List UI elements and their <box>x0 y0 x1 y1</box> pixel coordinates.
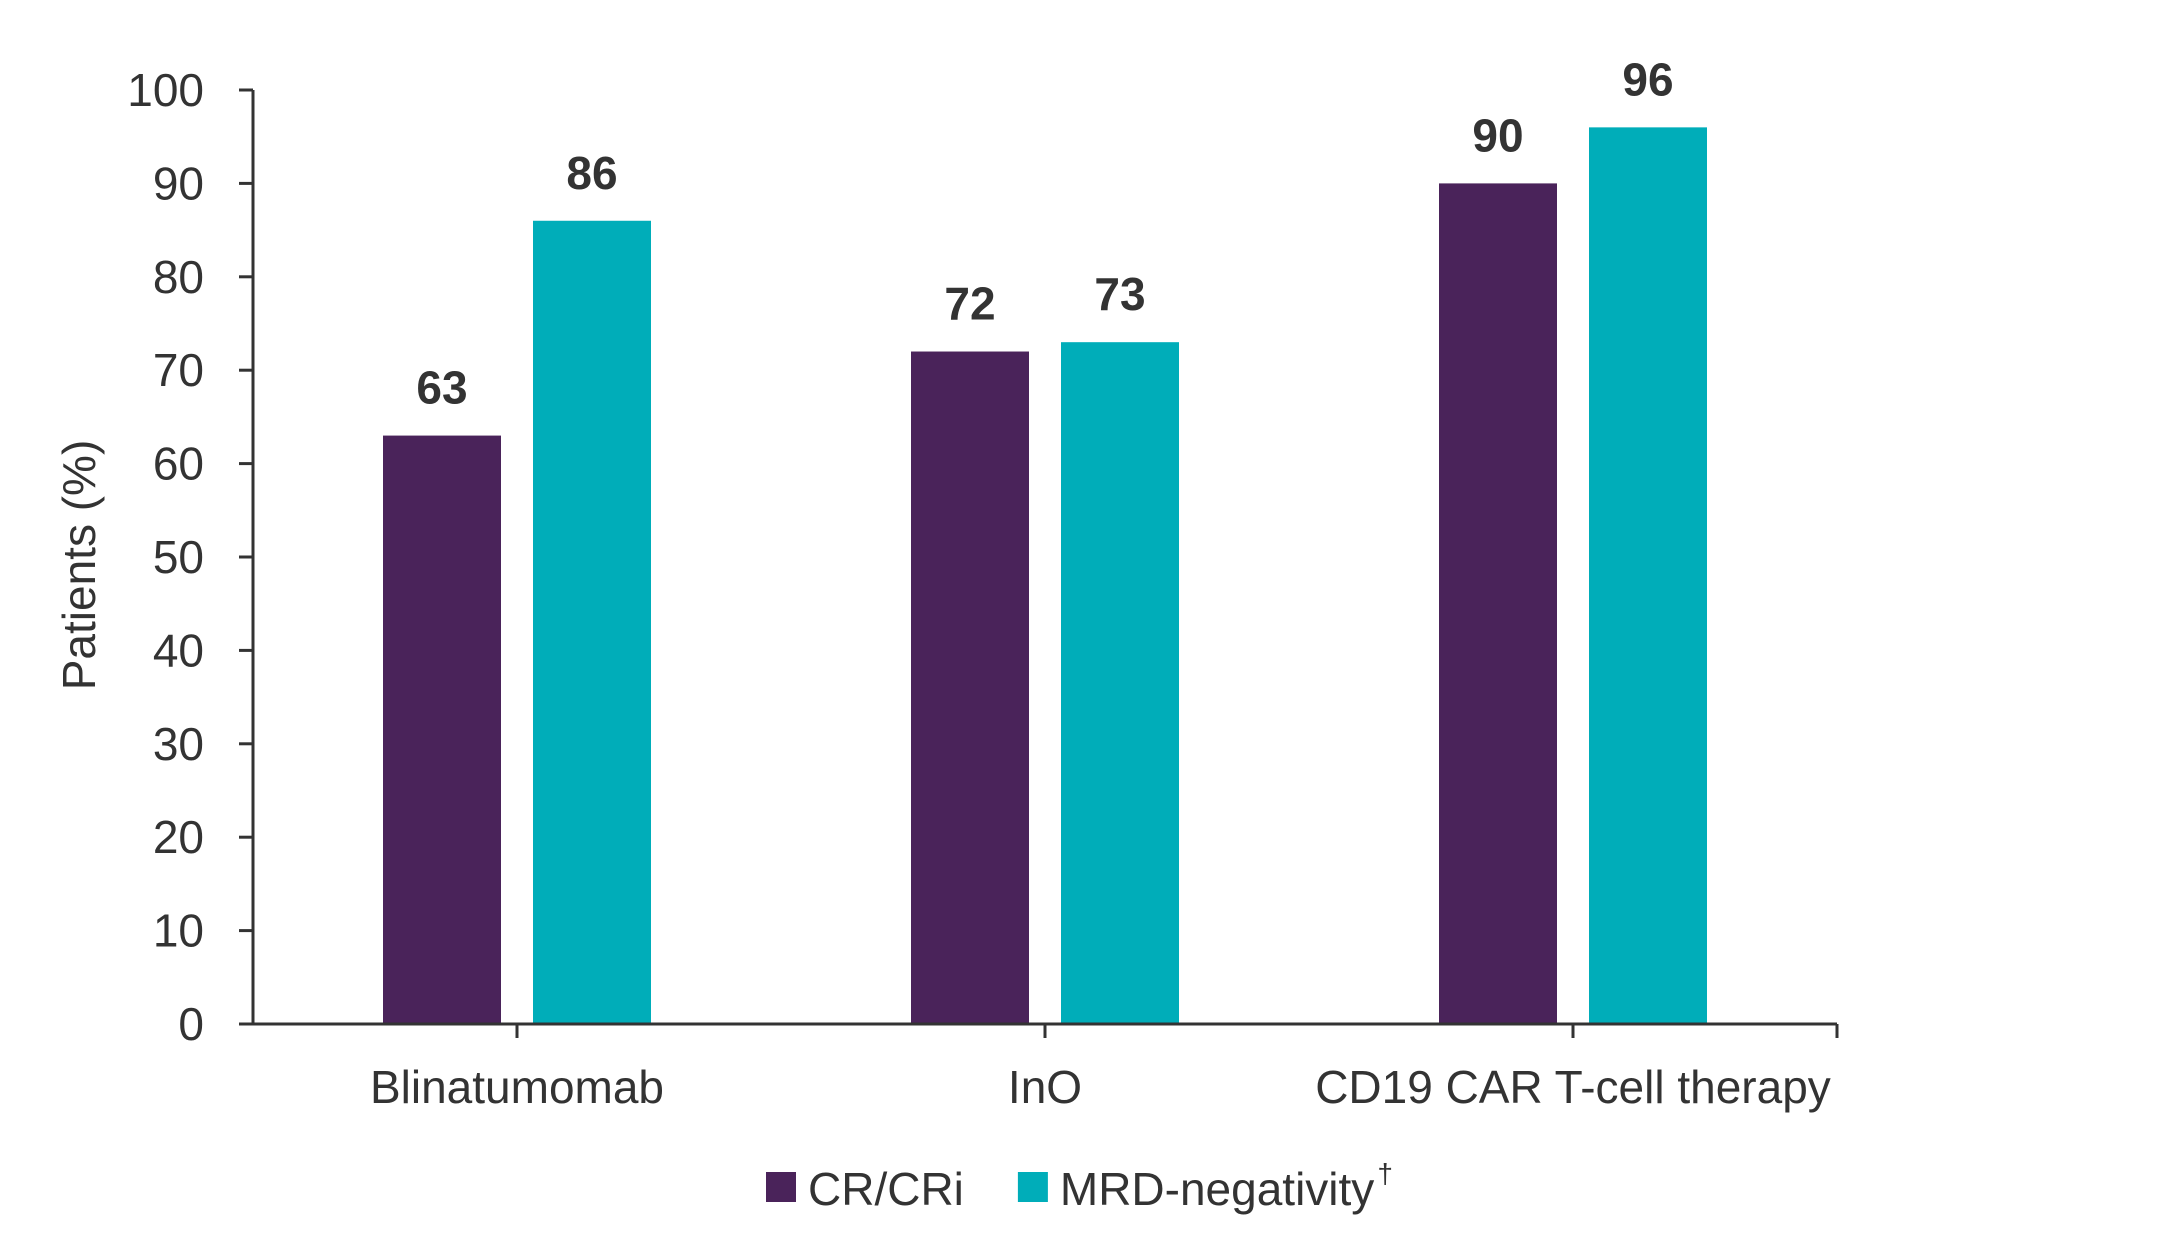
x-axis-ticks <box>515 1024 1839 1038</box>
data-label: 90 <box>1472 109 1523 161</box>
y-tick-label: 80 <box>153 251 204 303</box>
bar-cr-cri <box>1439 183 1557 1024</box>
y-tick-label: 40 <box>153 624 204 676</box>
y-tick-label: 90 <box>153 157 204 209</box>
data-label: 86 <box>566 147 617 199</box>
category-label: Blinatumomab <box>370 1061 664 1113</box>
legend-label: MRD-negativity <box>1060 1163 1374 1215</box>
y-tick-label: 60 <box>153 438 204 490</box>
bar-mrd-negativity <box>533 220 651 1024</box>
data-label: 72 <box>944 278 995 330</box>
y-axis-title: Patients (%) <box>53 440 105 691</box>
legend-label: CR/CRi <box>808 1163 964 1215</box>
data-label: 73 <box>1094 268 1145 320</box>
y-tick-label: 70 <box>153 344 204 396</box>
bars <box>383 127 1707 1025</box>
y-tick-label: 30 <box>153 718 204 770</box>
y-tick-label: 100 <box>127 64 204 116</box>
legend: CR/CRi MRD-negativity † <box>766 1158 1393 1215</box>
category-label: InO <box>1008 1061 1082 1113</box>
data-label: 63 <box>416 362 467 414</box>
legend-swatch <box>1017 1172 1048 1202</box>
y-tick-label: 50 <box>153 531 204 583</box>
legend-swatch <box>766 1172 796 1202</box>
bar-cr-cri <box>911 351 1029 1024</box>
data-label: 96 <box>1622 53 1673 105</box>
bar-cr-cri <box>383 435 501 1025</box>
category-labels: Blinatumomab InO CD19 CAR T-cell therapy <box>370 1061 1831 1113</box>
y-axis-ticks: 0 10 20 30 40 50 60 70 80 90 100 <box>127 64 253 1050</box>
bar-mrd-negativity <box>1061 342 1179 1024</box>
bar-mrd-negativity <box>1589 127 1707 1025</box>
category-label: CD19 CAR T-cell therapy <box>1315 1061 1831 1113</box>
legend-superscript: † <box>1377 1158 1393 1189</box>
data-labels: 63 86 72 73 90 96 <box>416 53 1673 413</box>
y-tick-label: 0 <box>178 998 204 1050</box>
y-tick-label: 20 <box>153 811 204 863</box>
y-tick-label: 10 <box>153 905 204 957</box>
